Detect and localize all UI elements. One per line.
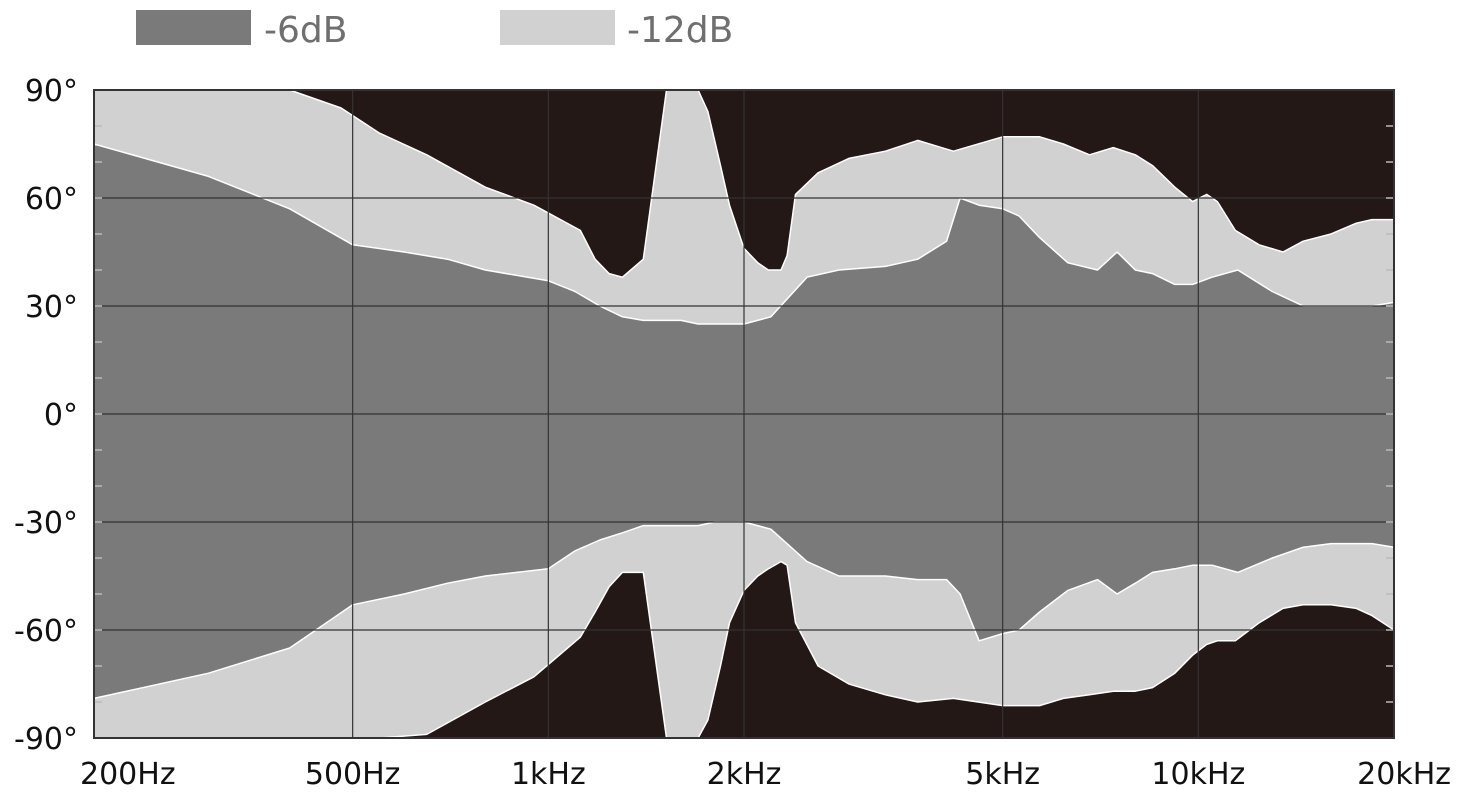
y-tick-label: -90° <box>14 722 78 757</box>
x-tick-label: 500Hz <box>305 757 401 792</box>
legend-swatch-6db <box>136 10 251 45</box>
y-tick-label: -60° <box>14 614 78 649</box>
x-tick-label: 1kHz <box>511 757 586 792</box>
plot-area <box>93 89 1395 739</box>
axis-labels: 90° 60° 30° 0° -30° -60° -90°200Hz 500Hz 1kHz 2kH… <box>14 74 1451 792</box>
x-tick-label: 5kHz <box>965 757 1040 792</box>
legend-swatch-12db <box>500 10 615 45</box>
y-tick-label: 90° <box>25 74 78 109</box>
x-tick-label: 200Hz <box>80 757 176 792</box>
legend-label-6db: -6dB <box>264 10 347 51</box>
y-tick-label: 60° <box>25 182 78 217</box>
x-tick-label: 20kHz <box>1357 757 1451 792</box>
plot-border <box>93 89 1395 739</box>
x-tick-label: 2kHz <box>707 757 782 792</box>
y-tick-label: 0° <box>44 398 78 433</box>
x-tick-label: 10kHz <box>1151 757 1245 792</box>
y-tick-label: -30° <box>14 506 78 541</box>
legend: -6dB -12dB <box>136 10 733 51</box>
y-tick-label: 30° <box>25 290 78 325</box>
legend-label-12db: -12dB <box>627 10 733 51</box>
